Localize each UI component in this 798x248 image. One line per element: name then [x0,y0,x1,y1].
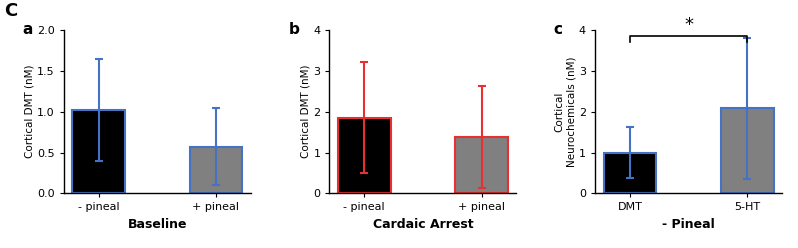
Text: b: b [288,22,299,36]
Text: C: C [4,2,18,21]
Bar [73,110,125,193]
Y-axis label: Cortical DMT (nM): Cortical DMT (nM) [24,65,34,158]
Bar [338,118,391,193]
X-axis label: Cardaic Arrest: Cardaic Arrest [373,218,473,231]
Bar [190,147,243,193]
Y-axis label: Cortical
Neurochemicals (nM): Cortical Neurochemicals (nM) [555,56,576,167]
Text: c: c [554,22,563,36]
Text: a: a [22,22,33,36]
Text: *: * [684,16,693,34]
X-axis label: Baseline: Baseline [128,218,187,231]
Bar [603,153,656,193]
Bar [721,108,773,193]
Bar [455,137,508,193]
Y-axis label: Cortical DMT (nM): Cortical DMT (nM) [301,65,310,158]
X-axis label: - Pineal: - Pineal [662,218,715,231]
